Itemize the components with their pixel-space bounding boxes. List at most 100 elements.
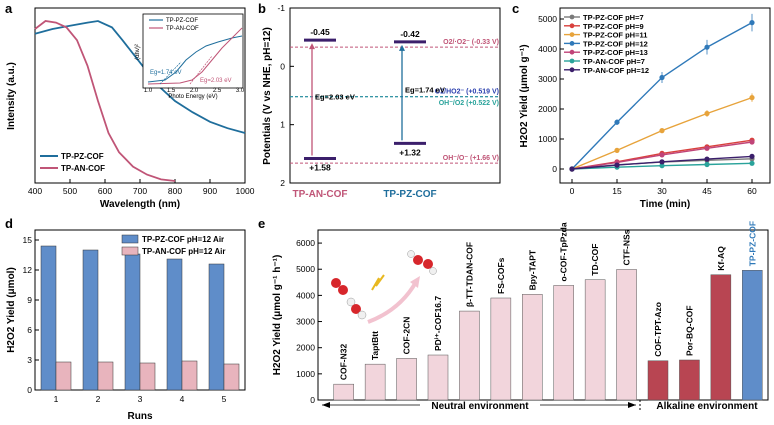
panel-c-data-point [659,159,665,165]
panel-label-a: a [5,1,13,16]
panel-c-data-point [659,74,665,81]
panel-d-xtick-label: 2 [96,394,101,404]
panel-e-bar [679,359,700,401]
reaction-arrow-icon [367,280,418,324]
panel-c-data-point [614,119,620,125]
panel-c-ytick-label: 0 [552,164,557,174]
panel-b-frame [289,7,501,184]
arrow-up-icon [309,43,315,50]
panel-a-series-line-an [34,20,176,182]
panel-d-bar [208,263,225,391]
panel-c-legend-label: TP-PZ-COF pH=13 [583,48,648,57]
panel-c-xtick-label: 30 [657,186,667,196]
panel-a-xtick-label: 600 [98,186,112,196]
panel-e-category-label: Kf-AQ [716,246,726,271]
panel-a-inset: TP-PZ-COF TP-AN-COF (αhν)² Photo Energy … [135,13,245,100]
panel-e-ytick-label: 4000 [296,290,315,300]
arrow-up-icon [399,44,405,51]
panel-c-xtick-label: 15 [612,186,622,196]
panel-c-data-point [704,110,710,117]
panel-c-legend-label: TP-PZ-COF pH=7 [583,13,644,22]
panel-b-material-an: TP-AN-COF [293,189,348,200]
inset-frame [142,13,244,89]
panel-b-vb-label: +1.32 [399,147,421,157]
panel-e-ytick-label: 3000 [296,317,315,327]
panel-c-xlabel: Time (min) [640,199,690,210]
inset-xtick: 1.5 [167,88,176,94]
panel-c-data-point [704,161,710,168]
hydrogen-atom-icon [346,297,356,307]
inset-legend-an: TP-AN-COF [166,26,199,32]
panel-d-ytick-label: 0 [27,385,32,395]
panel-c-data-point [749,95,755,101]
panel-b-gap-label: Eg=2.03 eV [315,92,355,101]
panel-e-ytick-label: 2000 [296,343,315,353]
panel-e-bar [459,310,480,401]
panel-d-legend-pz: TP-PZ-COF pH=12 Air [142,235,224,244]
panel-e-category-label: TaptBtt [370,331,380,360]
arrow-right-icon [628,402,636,408]
panel-e-category-label: FS-COFs [496,257,506,294]
panel-c-xtick-label: 60 [747,186,757,196]
panel-c-data-point [659,128,665,134]
panel-d-xtick-label: 3 [138,394,143,404]
panel-d-xtick-label: 1 [54,394,59,404]
oxygen-atom-icon [351,304,361,314]
panel-d-xtick-label: 4 [180,394,185,404]
panel-c-data-point [704,156,710,162]
panel-c-legend-marker [569,41,575,46]
panel-c-chart: 0 15 30 45 60 0 1000 2000 3000 4000 5000 Time (min… [519,7,771,210]
inset-curve-pz [147,35,243,83]
panel-c-legend-label: TP-PZ-COF pH=12 [583,39,648,48]
panel-d-bar [124,253,141,391]
panel-a-xlabel: Wavelength (nm) [100,199,180,210]
panel-c-xtick-label: 45 [702,186,712,196]
panel-d-bar [223,363,240,391]
panel-e-ylabel: H2O2 Yield (μmol g⁻¹ h⁻¹) [272,255,283,376]
panel-b-ytick-label: 1 [280,120,285,130]
panel-d-bar [55,361,72,391]
panel-d-bar [139,362,156,391]
panel-b-gap-label: Eg=1.74 eV [405,86,445,95]
panel-label-c: c [512,1,519,16]
panel-e-bar [396,358,417,401]
panel-e-ytick-label: 0 [310,395,315,405]
panel-c-data-point [569,166,575,172]
panel-a-chart: 400 500 600 700 800 900 1000 Wavelength (nm) I… [6,7,255,210]
panel-e-ytick-label: 5000 [296,264,315,274]
panel-c-legend-label: TP-AN-COF pH=12 [583,66,649,75]
panel-e-bar [584,279,606,401]
panel-a-xtick-label: 700 [133,186,147,196]
panel-c-data-point [704,145,710,151]
inset-tangent-pz [159,61,182,85]
panel-d-ylabel: H2O2 Yield (μmol) [6,267,17,353]
inset-xtick: 2.0 [190,88,199,94]
panel-a-ylabel: Intensity (a.u.) [6,62,17,130]
panel-d-bar [181,360,198,391]
panel-b-ytick-label: 2 [280,178,285,188]
panel-e-category-label: PDⁱ⁺-COF16.7 [432,296,443,351]
inset-ylabel: (αhν)² [135,44,141,60]
panel-c-data-point [749,153,755,159]
panel-c-legend-marker [569,14,575,20]
panel-e-bar [522,294,543,401]
panel-e-bar [333,383,354,401]
panel-b-cb-label: -0.42 [400,29,420,39]
inset-xtick: 2.5 [213,88,222,94]
panel-d-ytick-label: 12 [23,265,33,275]
inset-annotation-pz: Eg=1.74 eV [150,70,182,76]
panel-d-xlabel: Runs [128,411,153,422]
panel-b-reference-label: O2/·O2⁻ (-0.33 V) [443,39,499,46]
oxygen-atom-icon [423,259,433,269]
inset-curve-an [147,27,243,85]
panel-e-frame [317,229,769,401]
panel-c-legend-marker [569,32,575,37]
panel-c-frame [559,7,771,184]
panel-a-legend-pz: TP-PZ-COF [61,152,104,161]
panel-c-ytick-label: 2000 [538,104,557,114]
arrow-left-icon [322,402,330,408]
panel-e-bar [742,270,763,401]
panel-b-reference-label: OH⁻/O⁻ (+1.66 V) [443,155,499,162]
panel-d-legend-swatch-an [121,246,139,256]
